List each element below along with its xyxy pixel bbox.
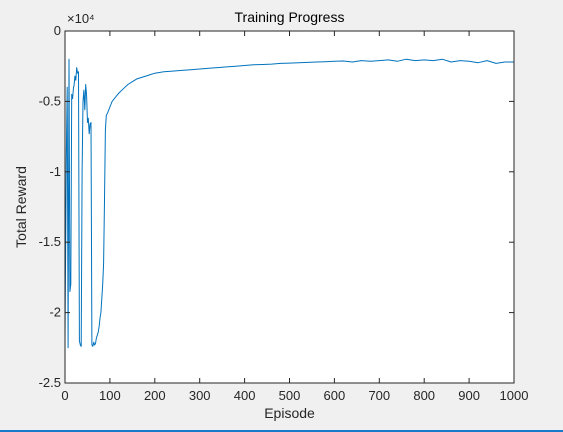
y-tick-label: -0.5 (39, 93, 61, 108)
y-tick-label: -2.5 (39, 375, 61, 390)
x-tick-label: 300 (189, 388, 211, 403)
y-tick-label: -1.5 (39, 234, 61, 249)
x-tick-label: 400 (234, 388, 256, 403)
axes-area (65, 31, 514, 383)
y-tick-label: 0 (54, 23, 61, 38)
x-axis-ticks: 0 100 200 300 400 500 600 700 800 900 1000 (61, 31, 528, 403)
x-tick-label: 900 (458, 388, 480, 403)
x-tick-label: 200 (144, 388, 166, 403)
y-axis-ticks: 0 -0.5 -1 -1.5 -2 -2.5 (39, 23, 514, 390)
x-tick-label: 700 (368, 388, 390, 403)
y-axis-label: Total Reward (13, 166, 29, 248)
y-tick-label: -1 (49, 164, 61, 179)
chart-title: Training Progress (235, 9, 345, 25)
y-tick-label: -2 (49, 305, 61, 320)
window-bottom-border (0, 430, 563, 432)
x-axis-label: Episode (264, 405, 315, 421)
x-tick-label: 800 (413, 388, 435, 403)
x-tick-label: 600 (324, 388, 346, 403)
y-exponent-label: ×10⁴ (67, 11, 95, 26)
reward-series-line (64, 58, 514, 349)
x-tick-label: 500 (279, 388, 301, 403)
x-tick-label: 0 (61, 388, 68, 403)
x-tick-label: 100 (99, 388, 121, 403)
plot-layer (64, 58, 514, 349)
x-tick-label: 1000 (500, 388, 529, 403)
